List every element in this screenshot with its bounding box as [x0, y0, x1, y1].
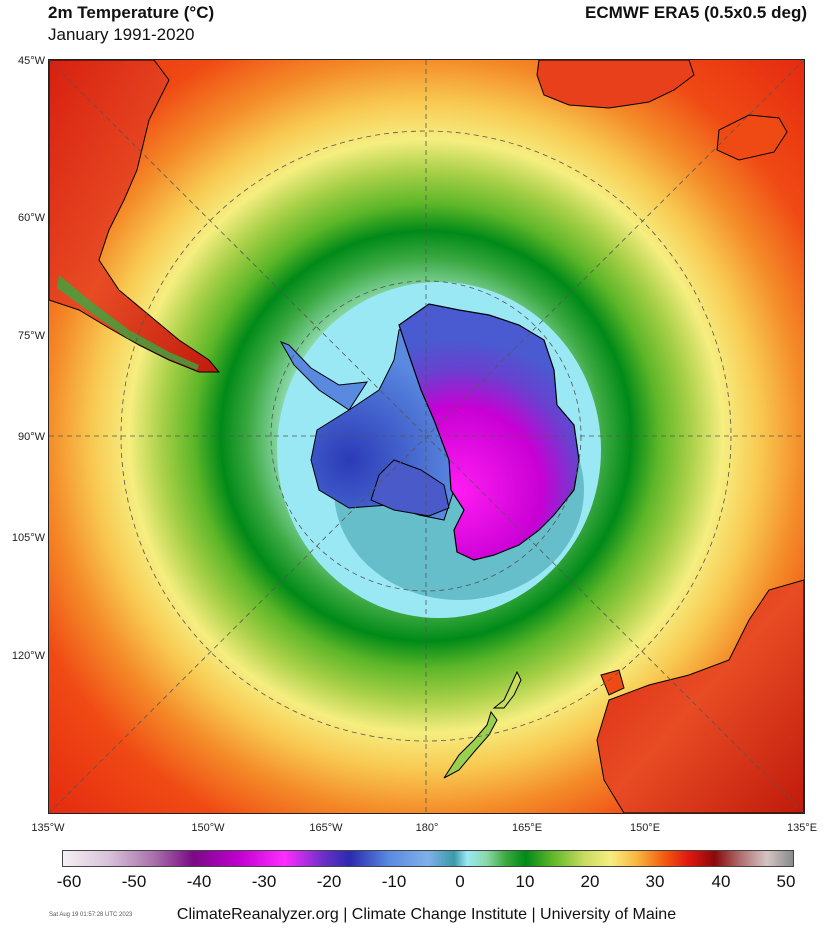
colorbar-label: -50 — [121, 872, 147, 891]
tick-105w: 105°W — [11, 532, 45, 544]
colorbar-label: 30 — [645, 872, 665, 891]
new-zealand-south — [443, 710, 498, 779]
tick-135e: 135°E — [786, 822, 818, 834]
colorbar-label: -30 — [251, 872, 277, 891]
tick-180: 180° — [415, 822, 439, 834]
colorbar-label: 0 — [455, 872, 465, 891]
tick-135w: 135°W — [31, 822, 65, 834]
south-america — [49, 60, 221, 373]
map-title: 2m Temperature (°C) — [48, 3, 215, 22]
andes-cold-strip — [57, 275, 199, 370]
antarctic-peninsula — [279, 341, 368, 411]
render-timestamp: Sat Aug 19 01:57:28 UTC 2023 — [49, 912, 133, 918]
tasmania — [600, 669, 625, 696]
map-subtitle: January 1991-2020 — [48, 25, 195, 44]
tick-165w: 165°W — [309, 822, 343, 834]
colorbar-label: 10 — [515, 872, 535, 891]
australia — [596, 579, 804, 813]
tick-90w: 90°W — [17, 431, 45, 443]
new-zealand-north — [492, 670, 522, 709]
tick-150e: 150°E — [629, 822, 661, 834]
data-source: ECMWF ERA5 (0.5x0.5 deg) — [585, 3, 807, 22]
graticule — [49, 60, 804, 813]
colorbar-label: 50 — [776, 872, 796, 891]
tick-60w: 60°W — [17, 212, 45, 224]
antarctica-east — [398, 303, 580, 561]
tick-150w: 150°W — [191, 822, 225, 834]
colorbar-label: -60 — [56, 872, 82, 891]
colorbar-label: 40 — [711, 872, 731, 891]
colorbar — [62, 850, 794, 867]
madagascar — [716, 114, 788, 161]
footer-credit[interactable]: ClimateReanalyzer.org | Climate Change I… — [176, 906, 677, 923]
tick-45w: 45°W — [17, 55, 45, 67]
ross-ice-shelf — [370, 459, 450, 517]
colorbar-label: -40 — [186, 872, 212, 891]
southern-africa — [536, 60, 695, 109]
tick-75w: 75°W — [17, 330, 45, 342]
title-block: 2m Temperature (°C) January 1991-2020 — [48, 2, 214, 46]
colorbar-label: 20 — [580, 872, 600, 891]
colorbar-label: -20 — [316, 872, 342, 891]
tick-165e: 165°E — [511, 822, 543, 834]
colorbar-label: -10 — [381, 872, 407, 891]
temperature-map[interactable] — [48, 59, 805, 814]
tick-120w: 120°W — [11, 650, 45, 662]
